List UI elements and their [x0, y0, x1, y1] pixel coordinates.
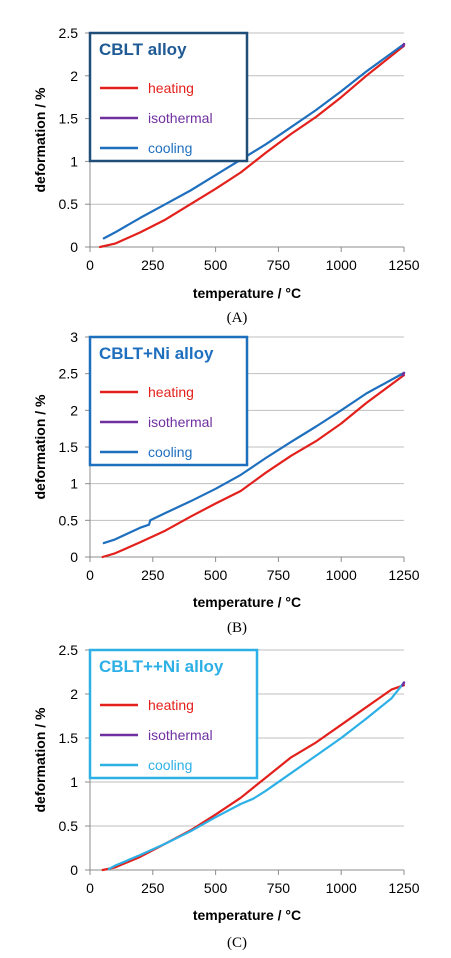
series-line-cooling [107, 681, 406, 871]
y-tick-label: 0 [70, 549, 78, 565]
x-tick-label: 0 [86, 880, 94, 896]
series-line-heating [101, 374, 406, 559]
legend-title: CBLT++Ni alloy [99, 657, 224, 676]
chart-panel-1: 0 250 500 750 1000 1250 0 0.5 1 1.5 2 2.5 temperatur… [32, 25, 420, 326]
x-tick-label: 250 [141, 567, 165, 583]
x-tick-label: 500 [204, 567, 228, 583]
x-axis-label: temperature / °C [193, 907, 301, 923]
panel-label: (A) [227, 310, 248, 326]
x-tick-label: 1250 [388, 567, 419, 583]
y-tick-label: 1.5 [59, 111, 79, 127]
legend-box [88, 648, 259, 780]
x-tick-label: 750 [267, 880, 291, 896]
chart-panel-3: 0 250 500 750 1000 1250 0 0.5 1 1.5 2 2.5 temperatur… [32, 642, 420, 951]
x-tick-label: 0 [86, 257, 94, 273]
x-tick-label: 750 [267, 257, 291, 273]
series-line-heating [98, 44, 406, 249]
legend-label-isothermal: isothermal [148, 110, 213, 126]
y-tick-label: 1 [70, 774, 78, 790]
legend-label-isothermal: isothermal [148, 414, 213, 430]
y-tick-label: 0.5 [59, 512, 79, 528]
y-tick-label: 0 [70, 239, 78, 255]
y-tick-label: 0.5 [59, 818, 79, 834]
series-line-heating [101, 684, 406, 872]
x-tick-label: 500 [204, 257, 228, 273]
legend-label-cooling: cooling [148, 140, 192, 156]
legend-label-cooling: cooling [148, 757, 192, 773]
y-tick-label: 2.5 [59, 642, 79, 658]
y-tick-label: 0 [70, 862, 78, 878]
y-tick-label: 3 [70, 329, 78, 345]
x-tick-label: 500 [204, 880, 228, 896]
x-tick-label: 250 [141, 257, 165, 273]
panel-label: (B) [227, 620, 247, 636]
series-line-isothermal [401, 371, 406, 377]
y-tick-label: 2.5 [59, 25, 79, 41]
series-line-isothermal [401, 42, 406, 48]
y-axis-label: deformation / % [32, 87, 48, 193]
legend-label-isothermal: isothermal [148, 727, 213, 743]
legend-label-heating: heating [148, 384, 194, 400]
legend-box [88, 335, 249, 467]
x-tick-label: 750 [267, 567, 291, 583]
x-tick-label: 1000 [326, 257, 357, 273]
x-tick-label: 1250 [388, 257, 419, 273]
x-tick-label: 1000 [326, 567, 357, 583]
x-axis-label: temperature / °C [193, 285, 301, 301]
y-tick-label: 2 [70, 686, 78, 702]
x-tick-label: 1000 [326, 880, 357, 896]
x-tick-label: 1250 [388, 880, 419, 896]
legend-title: CBLT alloy [99, 40, 187, 59]
series-line-isothermal [401, 681, 406, 687]
panel-label: (C) [227, 935, 247, 951]
legend-title: CBLT+Ni alloy [99, 344, 214, 363]
legend-label-cooling: cooling [148, 444, 192, 460]
legend-label-heating: heating [148, 80, 194, 96]
x-tick-label: 250 [141, 880, 165, 896]
y-tick-label: 1.5 [59, 439, 79, 455]
y-tick-label: 1 [70, 476, 78, 492]
y-axis-label: deformation / % [32, 394, 48, 500]
x-tick-label: 0 [86, 567, 94, 583]
y-tick-label: 2.5 [59, 366, 79, 382]
y-tick-label: 1.5 [59, 730, 79, 746]
y-tick-label: 1 [70, 153, 78, 169]
y-tick-label: 0.5 [59, 196, 79, 212]
y-tick-label: 2 [70, 402, 78, 418]
x-axis-label: temperature / °C [193, 594, 301, 610]
chart-panel-2: 0 250 500 750 1000 1250 0 0.5 1 1.5 2 2.5 3 temperatu… [32, 329, 420, 636]
y-axis-label: deformation / % [32, 707, 48, 813]
legend-label-heating: heating [148, 697, 194, 713]
y-tick-label: 2 [70, 68, 78, 84]
legend-box [88, 31, 249, 163]
series-line-cooling [102, 371, 406, 545]
